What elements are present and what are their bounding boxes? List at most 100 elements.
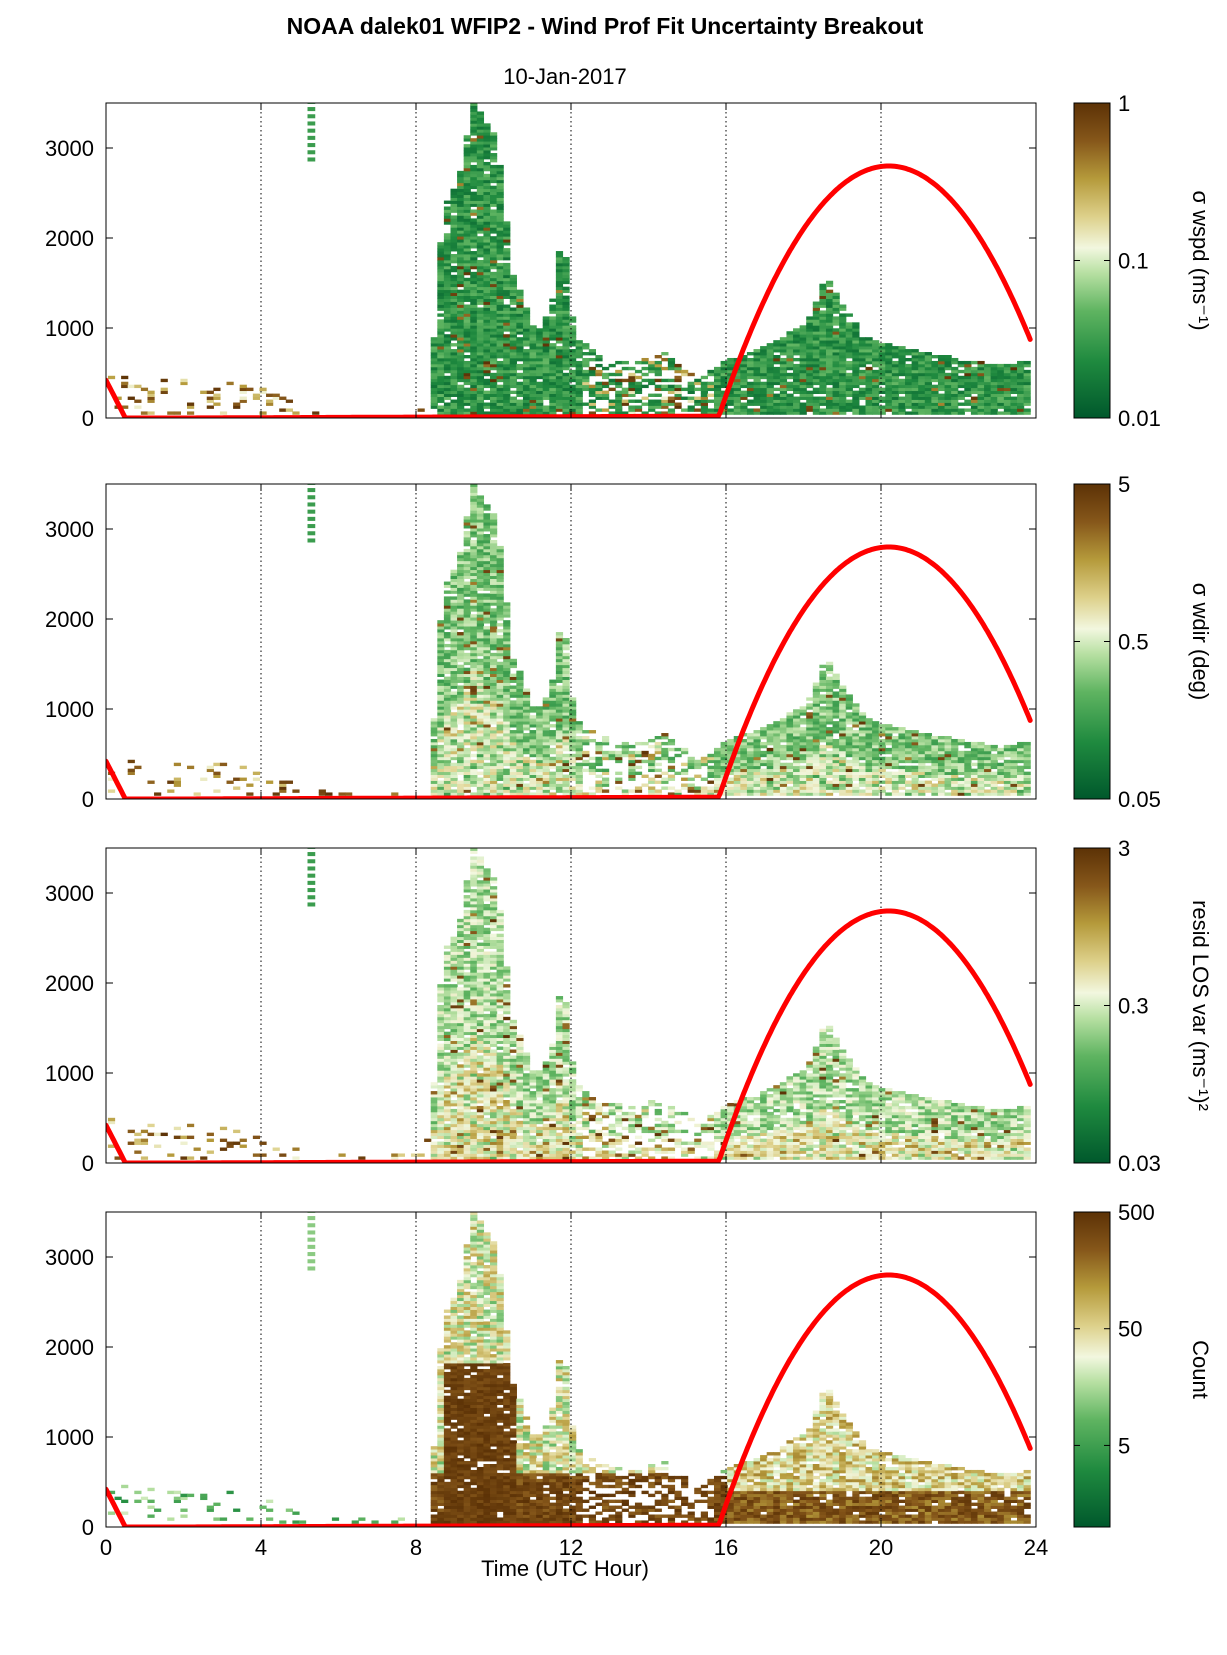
heatmap-cell (476, 611, 485, 615)
heatmap-cell (483, 334, 491, 338)
heatmap-cell (457, 569, 465, 574)
heatmap-cell (490, 792, 498, 796)
heatmap-cell (1003, 411, 1012, 415)
heatmap-cell (819, 352, 827, 356)
heatmap-cell (476, 525, 485, 529)
heatmap-cell (891, 744, 900, 749)
heatmap-cell (918, 372, 926, 377)
heatmap-cell (733, 753, 741, 758)
heatmap-cell (951, 384, 959, 389)
heatmap-cell (483, 557, 491, 562)
heatmap-cell (490, 307, 498, 311)
heatmap-cell (990, 375, 998, 380)
heatmap-cell (602, 738, 610, 743)
heatmap-cell (944, 405, 952, 409)
heatmap-cell (490, 727, 498, 731)
heatmap-cell (825, 780, 834, 784)
heatmap-cell (602, 783, 610, 787)
heatmap-cell (595, 774, 603, 778)
heatmap-cell (490, 191, 498, 196)
heatmap-cell (654, 789, 662, 793)
heatmap-cell (490, 280, 498, 285)
heatmap-cell (457, 316, 465, 320)
heatmap-cell (450, 274, 458, 279)
heatmap-cell (569, 372, 577, 377)
heatmap-cell (555, 325, 564, 329)
heatmap-cell (575, 721, 583, 725)
heatmap-cell (1023, 360, 1031, 365)
heatmap-cell (654, 747, 662, 752)
heatmap-cell (529, 715, 537, 719)
heatmap-cell (555, 334, 564, 338)
heatmap-cell (450, 227, 458, 231)
heatmap-cell (595, 789, 603, 793)
heatmap-cell (964, 384, 972, 389)
heatmap-cell (549, 691, 557, 695)
heatmap-cell (470, 715, 478, 719)
heatmap-cell (1003, 402, 1012, 406)
heatmap-cell (483, 355, 491, 359)
heatmap-cell (457, 623, 465, 627)
heatmap-cell (450, 774, 458, 778)
heatmap-cell (707, 372, 715, 377)
heatmap-cell (450, 736, 458, 740)
heatmap-cell (555, 280, 564, 285)
heatmap-cell (615, 360, 623, 365)
heatmap-cell (1017, 372, 1025, 377)
heatmap-cell (476, 786, 485, 790)
heatmap-cell (621, 366, 629, 371)
heatmap-cell (463, 411, 471, 415)
heatmap-cell (476, 777, 485, 781)
heatmap-cell (746, 786, 755, 790)
heatmap-cell (450, 587, 458, 591)
heatmap-cell (555, 741, 564, 746)
heatmap-cell (694, 789, 702, 793)
heatmap-cell (898, 736, 906, 740)
heatmap-cell (733, 405, 741, 409)
heatmap-cell (457, 304, 465, 308)
heatmap-cell (470, 200, 478, 204)
heatmap-cell (746, 733, 755, 737)
heatmap-cell (483, 548, 491, 553)
heatmap-cell (470, 387, 478, 392)
heatmap-cell (825, 670, 834, 675)
heatmap-cell (812, 703, 820, 707)
heatmap-cell (628, 768, 636, 773)
heatmap-cell (779, 369, 788, 374)
chart-subtitle: 10-Jan-2017 (503, 64, 627, 89)
heatmap-cell (713, 366, 722, 371)
heatmap-cell (463, 670, 471, 675)
heatmap-cell (760, 783, 768, 787)
heatmap-cell (470, 608, 478, 612)
heatmap-cell (865, 411, 873, 415)
heatmap-cell (825, 313, 834, 317)
heatmap-cell (575, 405, 583, 409)
heatmap-cell (239, 777, 247, 781)
heatmap-cell (885, 724, 893, 728)
heatmap-cell (667, 366, 676, 371)
heatmap-cell (463, 239, 471, 243)
heatmap-cell (839, 685, 847, 689)
heatmap-cell (463, 640, 471, 645)
heatmap-cell (516, 328, 524, 332)
heatmap-cell (977, 387, 985, 392)
heatmap-cell (746, 366, 755, 371)
heatmap-cell (483, 635, 491, 639)
heatmap-cell (648, 405, 656, 409)
heatmap-cell (503, 396, 511, 400)
heatmap-cell (674, 375, 682, 380)
heatmap-cell (483, 534, 491, 538)
heatmap-cell (924, 405, 932, 409)
heatmap-cell (555, 736, 564, 740)
heatmap-cell (970, 381, 979, 386)
heatmap-cell (878, 741, 886, 746)
heatmap-cell (839, 688, 847, 692)
heatmap-cell (819, 750, 827, 755)
heatmap-cell (773, 774, 781, 778)
heatmap-cell (307, 107, 316, 112)
heatmap-cell (167, 789, 175, 793)
heatmap-cell (733, 384, 741, 389)
heatmap-cell (536, 349, 544, 353)
heatmap-cell (483, 694, 491, 698)
heatmap-cell (687, 396, 695, 400)
